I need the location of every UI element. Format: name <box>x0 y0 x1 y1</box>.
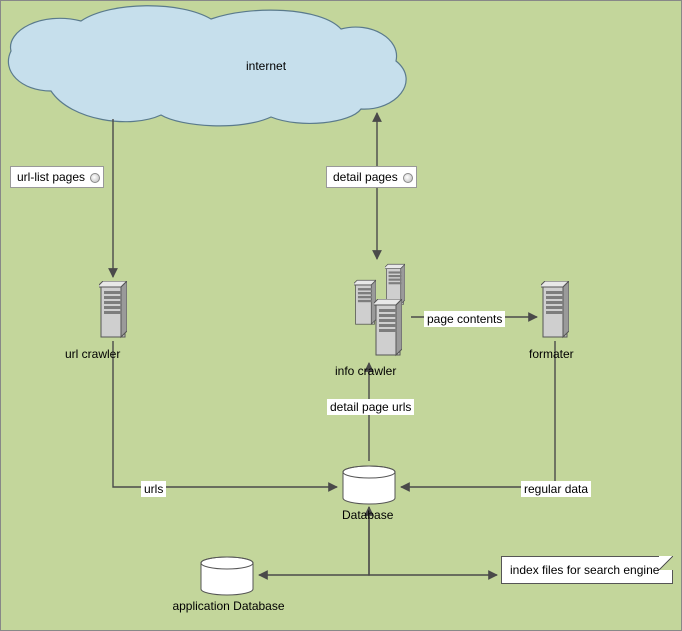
info-crawler-label: info crawler <box>335 364 396 378</box>
database-central-label: Database <box>342 508 393 522</box>
internet-label: internet <box>246 59 286 73</box>
tag-url-list-pages: url-list pages <box>10 166 104 188</box>
database-application <box>199 556 255 596</box>
diagram-canvas: internet url-list pages detail pages url… <box>0 0 682 631</box>
database-central <box>341 465 397 505</box>
server-url-crawler <box>99 281 127 339</box>
server-info-crawler-3 <box>374 299 402 357</box>
cloud-shape <box>8 6 406 126</box>
doc-index-files: index files for search engine <box>501 556 673 584</box>
database-application-label: application Database <box>166 599 291 613</box>
tag-detail-pages: detail pages <box>326 166 417 188</box>
doc-index-files-text: index files for search engine <box>510 563 659 577</box>
edge-label-detail-page-urls: detail page urls <box>327 399 414 415</box>
url-crawler-label: url crawler <box>65 347 120 361</box>
edge-label-page-contents: page contents <box>424 311 505 327</box>
edge-label-regular-data: regular data <box>521 481 591 497</box>
formater-label: formater <box>529 347 574 361</box>
server-info-crawler-2 <box>354 279 376 327</box>
server-formater <box>541 281 569 339</box>
edge-label-urls: urls <box>141 481 166 497</box>
